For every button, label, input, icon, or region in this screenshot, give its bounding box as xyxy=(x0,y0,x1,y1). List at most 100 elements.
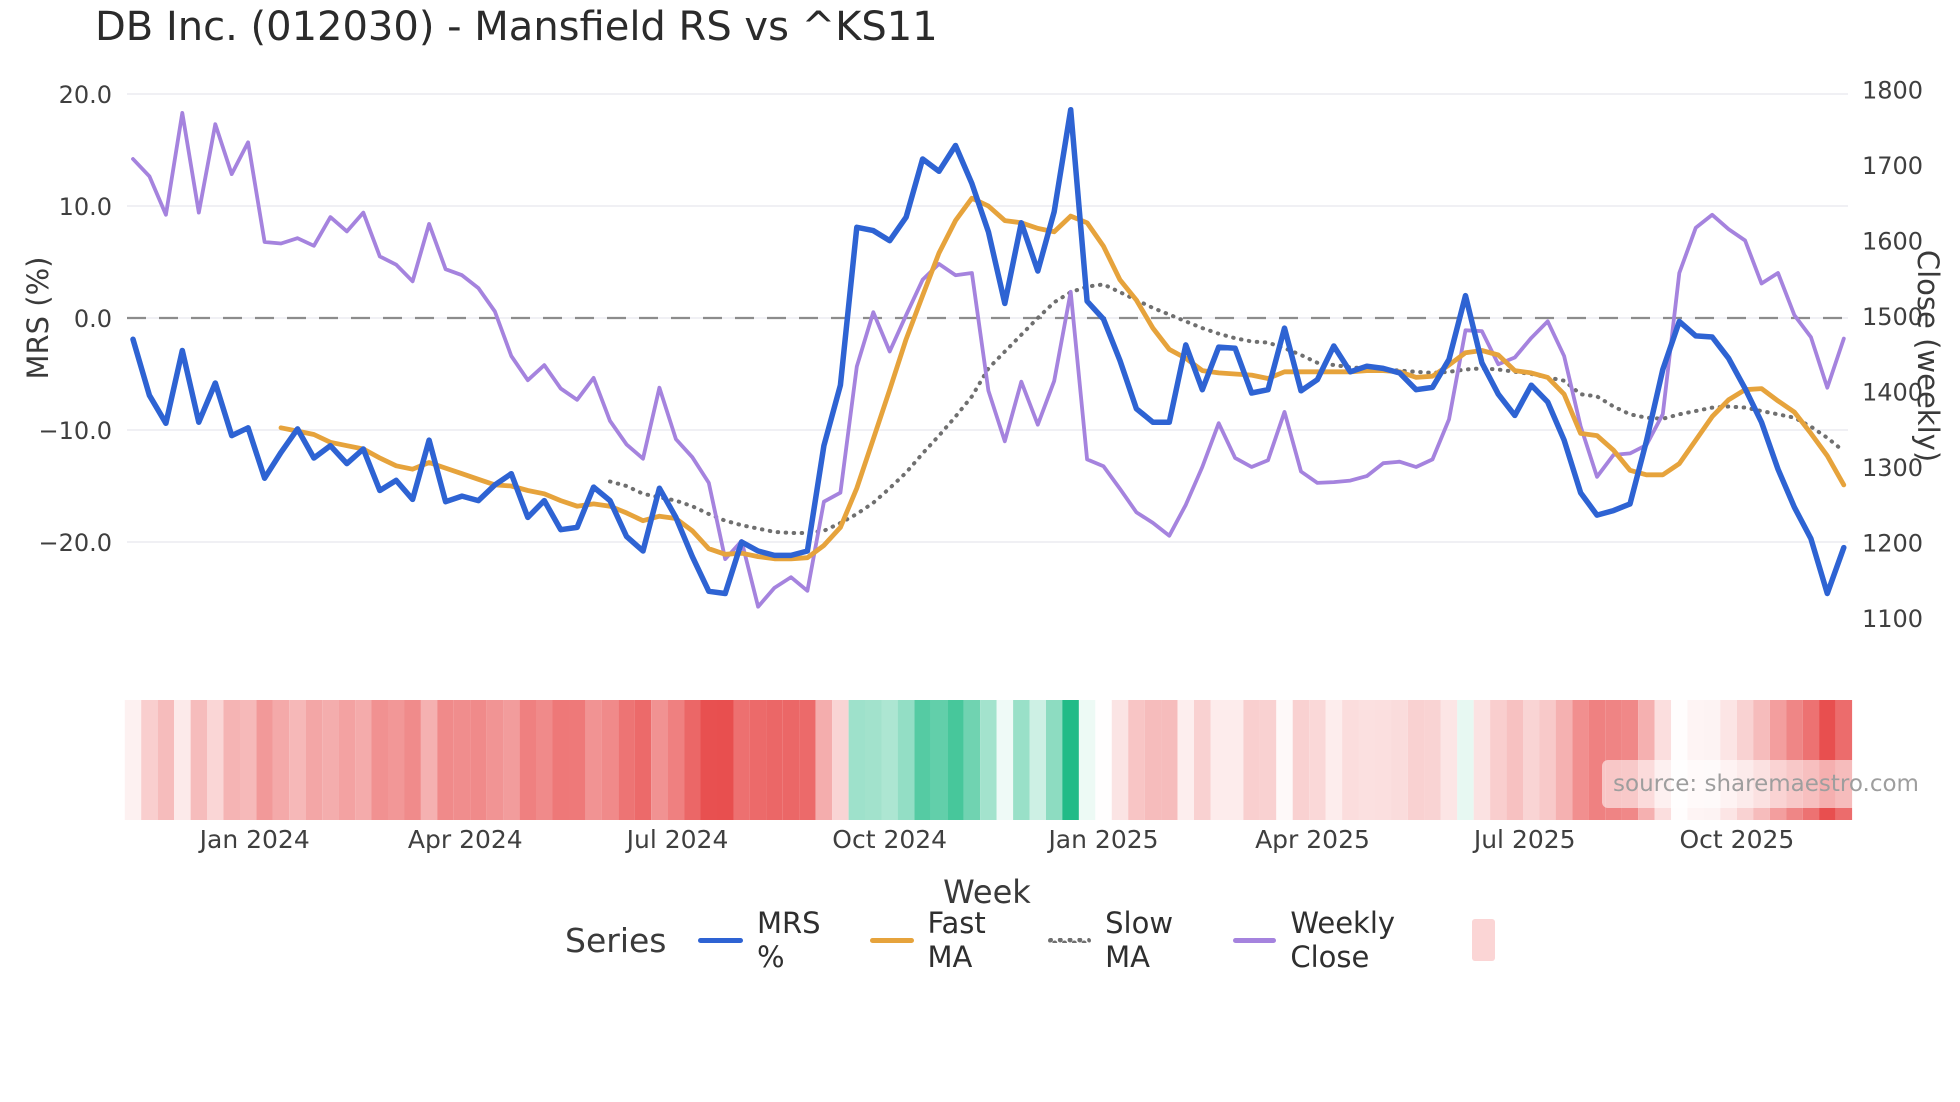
heatmap-cell xyxy=(1457,700,1474,820)
legend-item-slow-ma[interactable]: Slow MA xyxy=(1047,906,1197,974)
heatmap-cell xyxy=(305,700,323,820)
heatmap-cell xyxy=(980,700,997,820)
heatmap-cell xyxy=(1210,700,1227,820)
heatmap-cell xyxy=(947,700,964,820)
heatmap-cell xyxy=(289,700,306,820)
y-left-tick-label: 0.0 xyxy=(74,305,112,333)
heatmap-cell xyxy=(1144,700,1162,820)
y-right-tick-label: 1400 xyxy=(1862,379,1923,407)
heatmap-cell xyxy=(963,700,981,820)
heatmap-cell xyxy=(404,700,421,820)
heatmap-cell xyxy=(897,700,915,820)
heatmap-cell xyxy=(1095,700,1112,820)
heatmap-cell xyxy=(749,700,767,820)
y-right-tick-label: 1200 xyxy=(1862,530,1923,558)
heatmap-cell xyxy=(1226,700,1244,820)
y-left-tick-label: −10.0 xyxy=(38,417,112,445)
x-tick-label: Apr 2024 xyxy=(408,825,523,854)
fast-ma-line-swatch xyxy=(870,937,914,943)
y-axis-right-label: Close (weekly) xyxy=(1911,249,1945,463)
heatmap-cell xyxy=(832,700,849,820)
heatmap-cell xyxy=(1391,700,1408,820)
heatmap-cell xyxy=(1424,700,1441,820)
x-axis-label: Week xyxy=(943,873,1031,911)
y-left-tick-label: 10.0 xyxy=(59,193,112,221)
heatmap-cell xyxy=(1078,700,1096,820)
heatmap-cell xyxy=(1309,700,1326,820)
heatmap-cell xyxy=(766,700,783,820)
legend-item-mrs[interactable]: MRS % xyxy=(698,906,834,974)
heatmap-cell xyxy=(157,700,175,820)
legend-label-slow-ma: Slow MA xyxy=(1105,906,1174,974)
legend-title: Series xyxy=(565,920,667,960)
heatmap-cell xyxy=(437,700,454,820)
y-right-tick-label: 1100 xyxy=(1862,605,1923,633)
x-tick-label: Oct 2025 xyxy=(1680,825,1795,854)
heatmap-cell xyxy=(1046,700,1063,820)
x-tick-label: Jan 2025 xyxy=(1046,825,1158,854)
heatmap-cell xyxy=(371,700,388,820)
legend-item-weekly-close[interactable]: Weekly Close xyxy=(1232,906,1436,974)
heatmap-cell xyxy=(272,700,290,820)
heatmap-cell xyxy=(388,700,405,820)
heatmap-cell xyxy=(700,700,717,820)
heatmap-cell xyxy=(865,700,882,820)
heatmap-cell xyxy=(914,700,931,820)
legend-item-fast-ma[interactable]: Fast MA xyxy=(870,906,1012,974)
heatmap-cell xyxy=(124,700,142,820)
heatmap-legend-swatch[interactable] xyxy=(1471,919,1495,961)
slow-ma-line-swatch xyxy=(1047,937,1092,943)
heatmap-cell xyxy=(552,700,569,820)
heatmap-cell xyxy=(1539,700,1556,820)
heatmap-cell xyxy=(1194,700,1211,820)
y-left-tick-label: −20.0 xyxy=(38,529,112,557)
heatmap-cell xyxy=(1473,700,1491,820)
heatmap-cell xyxy=(1276,700,1293,820)
heatmap-cell xyxy=(1407,700,1425,820)
heatmap-cell xyxy=(733,700,750,820)
heatmap-cell xyxy=(634,700,652,820)
weekly-close-line-swatch xyxy=(1232,937,1277,943)
legend-label-fast-ma: Fast MA xyxy=(927,906,986,974)
heatmap-cell xyxy=(815,700,833,820)
heatmap-cell xyxy=(996,700,1014,820)
heatmap-cell xyxy=(1490,700,1507,820)
heatmap-cell xyxy=(338,700,356,820)
heatmap-cell xyxy=(207,700,224,820)
series-line-slow-ma xyxy=(608,282,1846,535)
heatmap-cell xyxy=(470,700,487,820)
heatmap-cell xyxy=(223,700,240,820)
heatmap-cell xyxy=(453,700,471,820)
heatmap-cell xyxy=(1572,700,1589,820)
heatmap-cell xyxy=(667,700,685,820)
heatmap-cell xyxy=(651,700,668,820)
heatmap-cell xyxy=(568,700,586,820)
y-right-tick-label: 1800 xyxy=(1862,77,1923,105)
heatmap-cell xyxy=(256,700,273,820)
heatmap-cell xyxy=(1523,700,1540,820)
heatmap-cell xyxy=(930,700,948,820)
legend: Series MRS % Fast MA Slow MA Weekly Clos… xyxy=(565,906,1495,974)
heatmap-cell xyxy=(1161,700,1178,820)
heatmap-cell xyxy=(601,700,619,820)
heatmap-cell xyxy=(1325,700,1343,820)
heatmap-cell xyxy=(1506,700,1524,820)
heatmap-cell xyxy=(618,700,635,820)
heatmap-cell xyxy=(1375,700,1392,820)
heatmap-cell xyxy=(799,700,816,820)
heatmap-cell xyxy=(1588,700,1606,820)
heatmap-cell xyxy=(141,700,158,820)
heatmap-cell xyxy=(239,700,257,820)
x-tick-label: Apr 2025 xyxy=(1255,825,1370,854)
heatmap-cell xyxy=(1111,700,1129,820)
heatmap-cell xyxy=(1013,700,1030,820)
heatmap-cell xyxy=(1555,700,1573,820)
heatmap-cell xyxy=(1029,700,1046,820)
heatmap-cell xyxy=(1128,700,1145,820)
y-axis-left-label: MRS (%) xyxy=(21,256,55,380)
heatmap-cell xyxy=(881,700,898,820)
heatmap-cell xyxy=(536,700,553,820)
heatmap-cell xyxy=(684,700,701,820)
y-left-tick-label: 20.0 xyxy=(59,81,112,109)
